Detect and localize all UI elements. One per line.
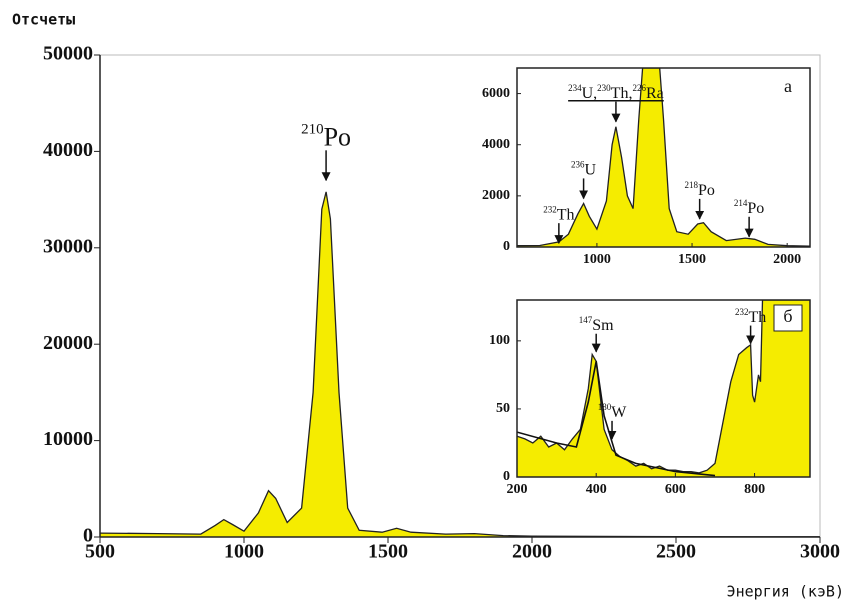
annotation-text: Po — [747, 200, 764, 217]
annotation-sup: 226 — [632, 83, 646, 93]
annotation: 210Po — [301, 122, 351, 152]
line — [517, 300, 810, 474]
annotation-sup: 147 — [579, 315, 593, 325]
annotation: 147Sm — [579, 315, 614, 334]
y-tick-label: 100 — [489, 333, 510, 348]
frame — [516, 67, 811, 248]
annotation: 180W — [598, 402, 628, 421]
y-tick-label: 50 — [496, 401, 510, 416]
annotation-sup: 180 — [598, 402, 612, 412]
annotation-text: Sm — [592, 317, 614, 334]
y-tick-label: 40000 — [43, 139, 93, 161]
panel-box — [773, 304, 803, 332]
x-tick-label: 1500 — [678, 252, 706, 267]
x-axis-title: Энергия (кэВ) — [727, 583, 844, 601]
annotation-text: Ra — [646, 85, 664, 102]
annotation: 234U,230Th,226Ra — [568, 83, 664, 102]
x-tick-label: 500 — [85, 541, 115, 563]
annotation-sup: 218 — [684, 180, 698, 190]
annotation-sup: 232 — [543, 205, 557, 215]
annotation-text: Th — [557, 206, 575, 223]
annotation-sup: 214 — [734, 198, 748, 208]
x-tick-label: 600 — [665, 482, 686, 497]
x-tick-label: 2000 — [773, 252, 801, 267]
x-tick-label: 400 — [586, 482, 607, 497]
annotation-text: Po — [698, 182, 715, 199]
x-tick-label: 2500 — [656, 541, 696, 563]
annotation-text: Th, — [611, 85, 633, 102]
y-tick-label: 0 — [503, 239, 510, 254]
y-axis-title: Отсчеты — [12, 11, 75, 29]
y-tick-label: 2000 — [482, 188, 510, 203]
annotation: 236U — [571, 160, 597, 179]
annotation-text: U — [585, 161, 597, 178]
line — [517, 68, 810, 247]
annotation-sup: 210 — [301, 122, 324, 138]
area — [517, 68, 810, 247]
area — [517, 300, 810, 477]
y-tick-label: 4000 — [482, 137, 510, 152]
y-tick-label: 20000 — [43, 332, 93, 354]
line — [100, 191, 820, 537]
annotation-sup: 236 — [571, 160, 585, 170]
y-tick-label: 50000 — [43, 43, 93, 65]
x-tick-label: 800 — [744, 482, 765, 497]
annotation-text: W — [611, 404, 627, 421]
x-tick-label: 1000 — [583, 252, 611, 267]
panel-label: а — [784, 76, 792, 96]
plot — [517, 300, 810, 477]
annotation: 232Th — [735, 307, 766, 326]
y-tick-label: 30000 — [43, 235, 93, 257]
annotation: 218Po — [684, 180, 714, 199]
annotation-sup: 230 — [597, 83, 611, 93]
annotation-text: Th — [748, 309, 766, 326]
x-tick-label: 1500 — [368, 541, 408, 563]
y-tick-label: 10000 — [43, 428, 93, 450]
annotation-sup: 232 — [735, 307, 749, 317]
plot — [100, 191, 820, 537]
x-tick-label: 1000 — [224, 541, 264, 563]
annotation-text: Po — [324, 122, 351, 151]
frame — [516, 299, 811, 478]
x-tick-label: 2000 — [512, 541, 552, 563]
line — [517, 361, 716, 477]
annotation-sup: 234 — [568, 83, 582, 93]
annotation: 232Th — [543, 205, 574, 224]
x-tick-label: 200 — [507, 482, 528, 497]
annotation-text: U, — [582, 85, 598, 102]
plot — [517, 68, 810, 247]
panel-label: б — [783, 306, 792, 326]
x-tick-label: 3000 — [800, 541, 840, 563]
y-tick-label: 0 — [83, 525, 93, 547]
y-tick-label: 0 — [503, 469, 510, 484]
y-tick-label: 6000 — [482, 86, 510, 101]
annotation: 214Po — [734, 198, 764, 217]
